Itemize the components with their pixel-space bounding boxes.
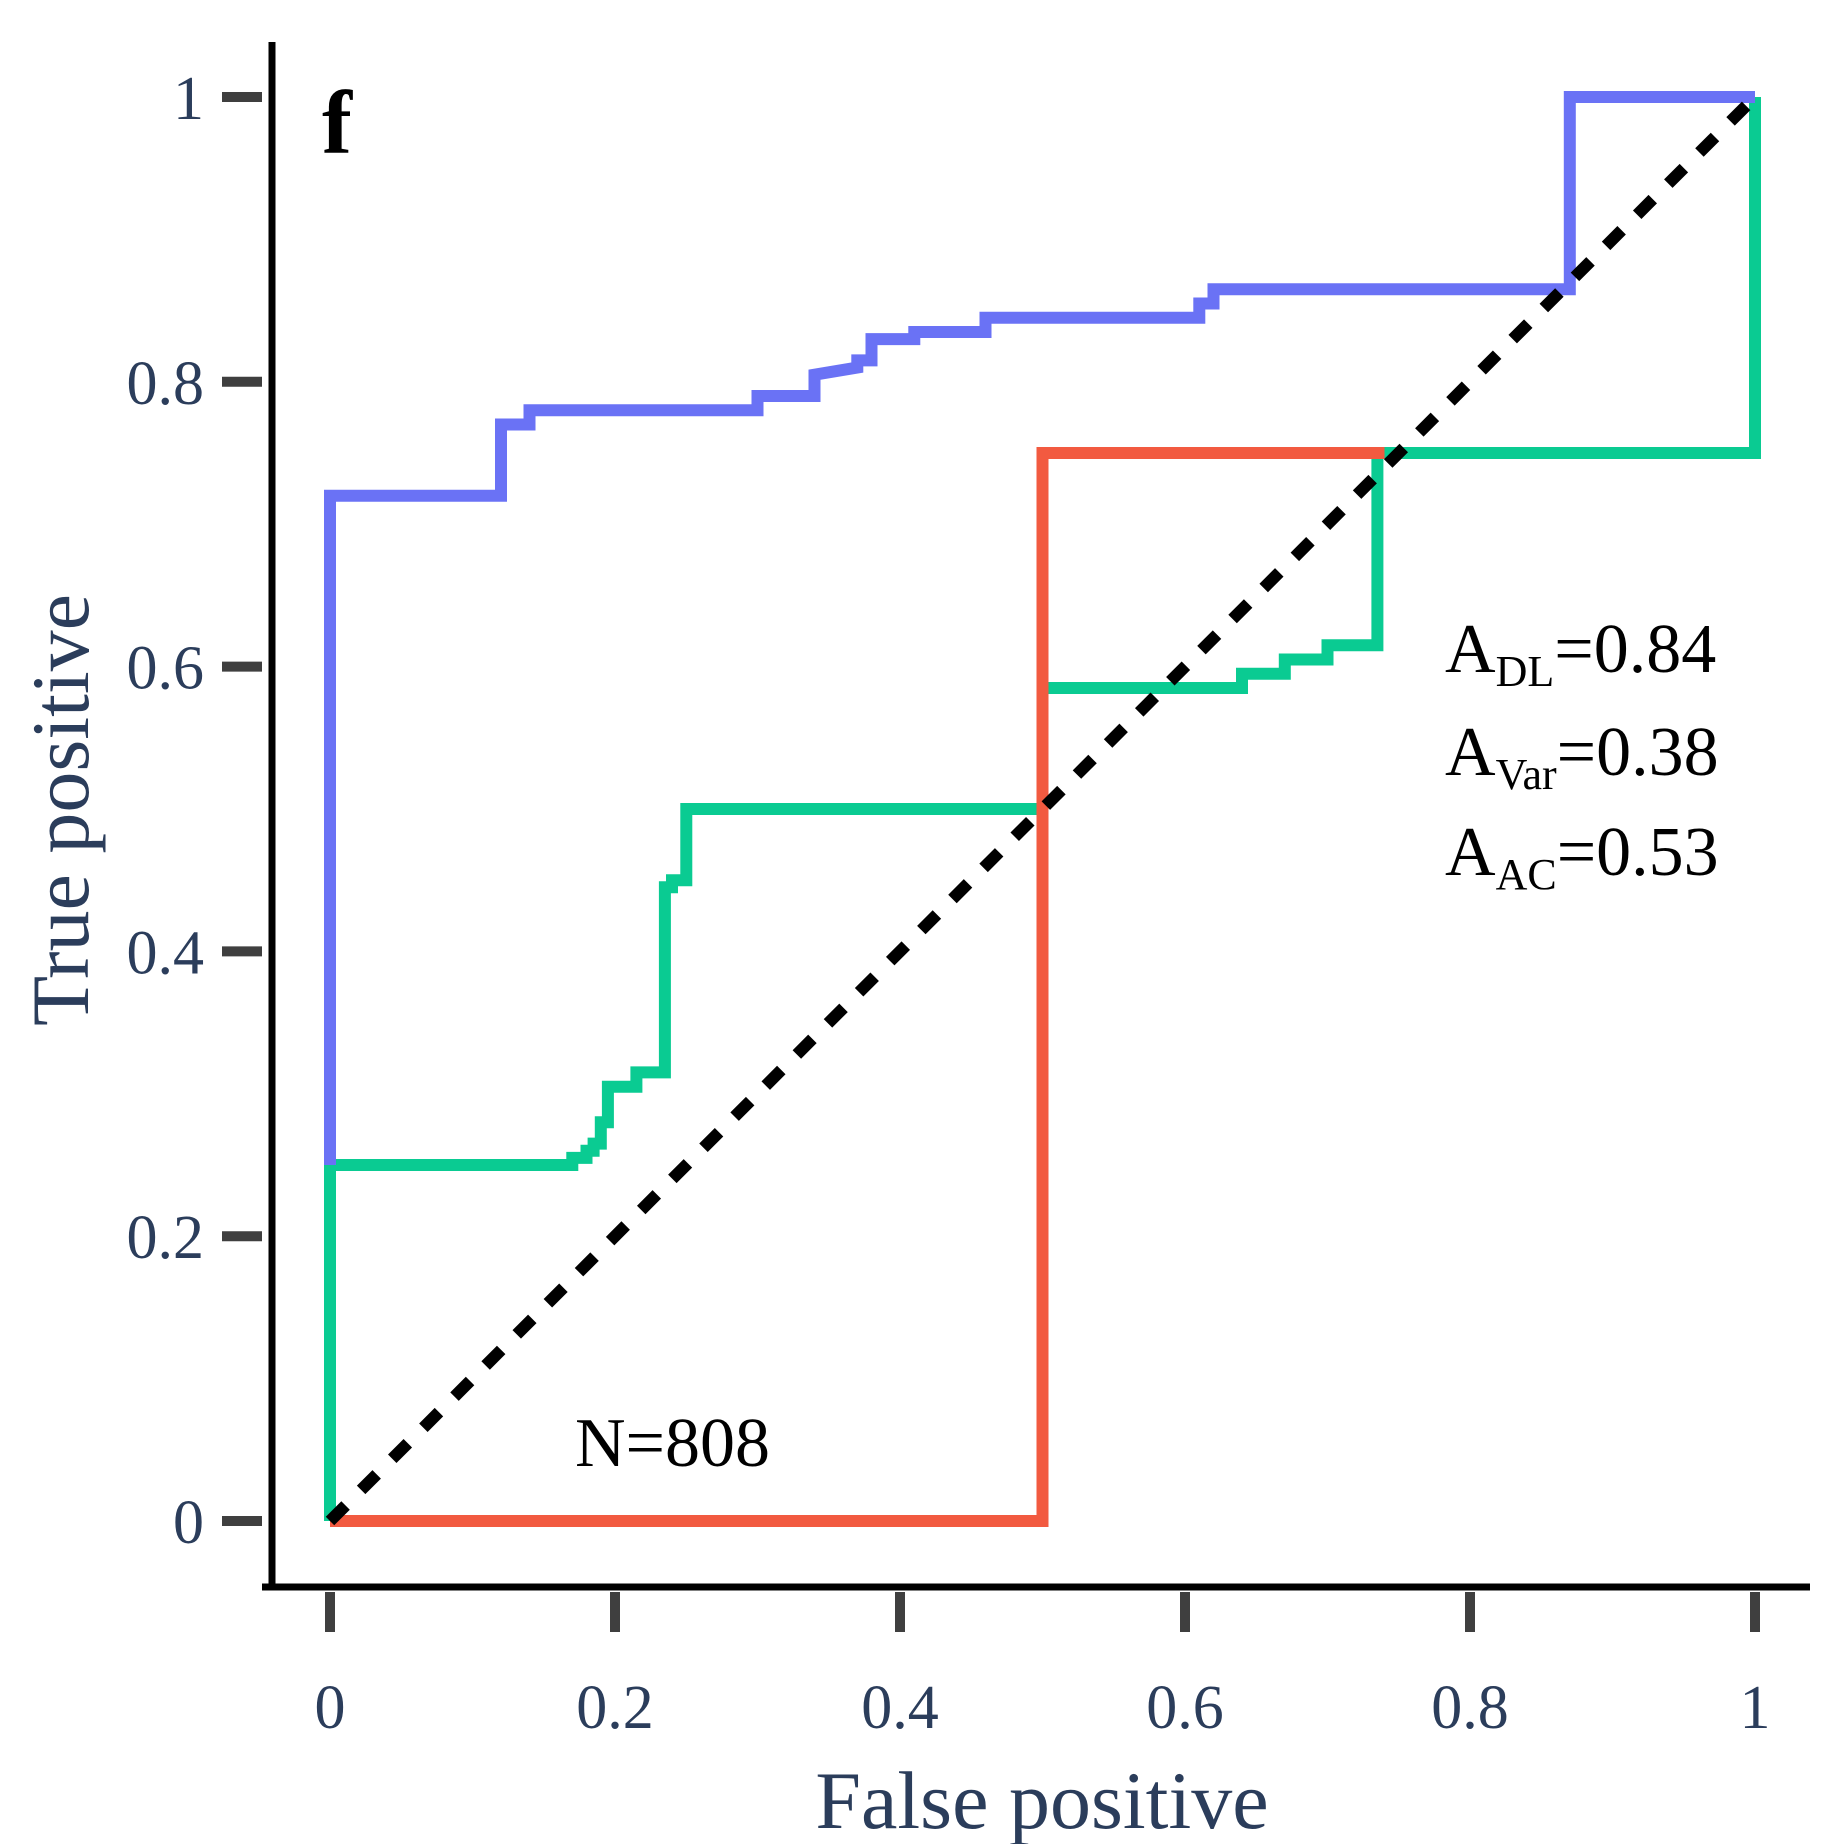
auc-dl-label: ADL=0.84 — [1445, 611, 1716, 696]
sample-size-label: N=808 — [575, 1405, 770, 1482]
y-tick-label: 0.8 — [127, 350, 205, 418]
plot-lines — [324, 91, 1761, 1527]
auc-var-label: AVar=0.38 — [1445, 714, 1719, 799]
y-axis-title: True positive — [15, 594, 106, 1026]
panel-letter: f — [322, 74, 353, 173]
auc-ac-label: AAC=0.53 — [1445, 814, 1719, 899]
series-line-dl — [324, 91, 1755, 1165]
y-tick-label: 0.4 — [127, 919, 205, 987]
x-tick-label: 1 — [1740, 1674, 1771, 1742]
axes — [262, 42, 1810, 1591]
x-tick-label: 0.6 — [1146, 1674, 1224, 1742]
y-tick-label: 0 — [173, 1489, 204, 1557]
x-tick-label: 0.2 — [576, 1674, 654, 1742]
x-axis-title: False positive — [815, 1755, 1268, 1844]
x-tick-label: 0 — [315, 1674, 346, 1742]
y-tick-label: 1 — [173, 65, 204, 133]
x-tick-label: 0.8 — [1431, 1674, 1509, 1742]
series-line-ac — [324, 97, 1761, 1521]
x-tick-label: 0.4 — [861, 1674, 939, 1742]
y-tick-label: 0.6 — [127, 635, 205, 703]
reference-diagonal — [325, 92, 1760, 1526]
y-tick-label: 0.2 — [127, 1204, 205, 1272]
series-line-var — [330, 447, 1385, 1527]
ticks: 0 0.2 0.4 0.6 0.8 1 0 0.2 0.4 0.6 0.8 1 — [127, 65, 1771, 1742]
auc-legend: ADL=0.84 AVar=0.38 AAC=0.53 — [1445, 611, 1719, 899]
